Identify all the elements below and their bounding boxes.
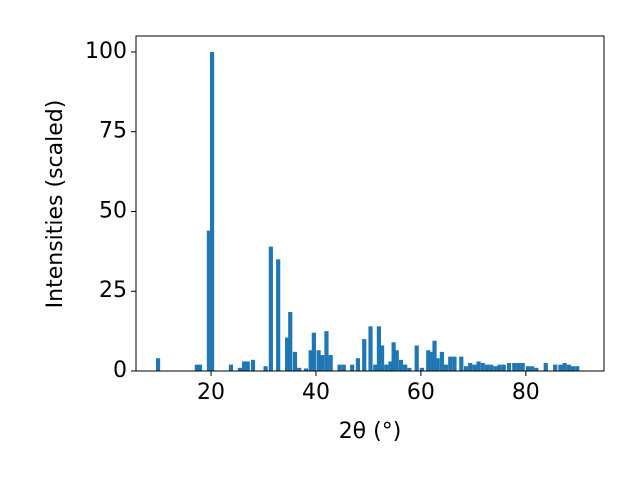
bar <box>407 367 412 371</box>
y-tick-label: 75 <box>99 119 127 144</box>
bar <box>268 246 273 371</box>
bar <box>241 361 247 371</box>
bar <box>250 359 256 371</box>
bar <box>501 364 506 371</box>
bar <box>388 361 393 371</box>
y-tick-label: 25 <box>99 278 127 303</box>
bar <box>512 363 517 371</box>
bar <box>414 345 419 371</box>
y-tick-label: 0 <box>113 358 127 383</box>
bar <box>452 356 457 371</box>
x-axis-label: 2θ (°) <box>339 419 402 444</box>
bar <box>426 350 431 371</box>
bar <box>463 366 469 371</box>
bar <box>194 364 199 371</box>
bar <box>379 345 385 371</box>
bar <box>530 366 535 371</box>
bar <box>209 51 215 371</box>
bar <box>448 356 453 371</box>
bar <box>439 351 444 371</box>
bar <box>432 340 437 371</box>
bar <box>285 337 290 371</box>
bar <box>320 355 325 371</box>
x-tick-label: 80 <box>512 380 540 405</box>
bar <box>575 366 580 371</box>
bar <box>443 364 449 371</box>
bar <box>297 367 302 371</box>
bar <box>206 230 212 371</box>
bar <box>276 259 281 371</box>
bar <box>228 364 234 371</box>
bar <box>534 367 539 371</box>
bar <box>288 311 293 371</box>
bar <box>303 368 309 371</box>
bar <box>480 363 485 371</box>
bar <box>337 364 342 371</box>
bar <box>373 364 378 371</box>
bar <box>506 363 512 371</box>
bar <box>553 364 558 371</box>
y-axis-label: Intensities (scaled) <box>43 100 68 309</box>
bar <box>384 364 389 371</box>
bar <box>476 361 481 371</box>
bar <box>459 356 464 371</box>
bar <box>350 364 355 371</box>
x-tick-label: 40 <box>302 380 330 405</box>
y-tick-label: 100 <box>85 39 127 64</box>
bar <box>341 364 346 371</box>
bar <box>484 364 490 371</box>
bar <box>562 363 567 371</box>
bar <box>516 363 521 371</box>
bar <box>237 367 242 371</box>
bar <box>197 364 203 371</box>
plot-frame <box>135 35 605 372</box>
bar <box>394 350 399 371</box>
bar <box>362 339 367 371</box>
bar <box>468 363 473 371</box>
bar <box>525 366 531 371</box>
bar <box>308 350 313 371</box>
x-tick-label: 60 <box>407 380 435 405</box>
bar <box>489 364 494 371</box>
bar <box>419 367 425 371</box>
bar <box>316 350 321 371</box>
bar <box>311 332 316 371</box>
bar <box>472 364 477 371</box>
bar <box>493 366 498 371</box>
bar <box>398 359 404 371</box>
bar <box>570 366 576 371</box>
bar <box>520 363 525 371</box>
bar <box>245 361 250 371</box>
bar <box>292 351 298 371</box>
bar <box>497 364 502 371</box>
bar <box>435 358 440 371</box>
bar <box>324 331 329 371</box>
x-tick-label: 20 <box>197 380 225 405</box>
bar <box>368 326 373 371</box>
bar <box>558 364 563 371</box>
bar <box>155 358 161 371</box>
y-tick-label: 50 <box>99 198 127 223</box>
bar <box>403 364 408 371</box>
bar <box>263 366 268 371</box>
bar <box>429 351 434 371</box>
bar <box>543 363 548 371</box>
bar <box>391 342 396 371</box>
bar <box>355 358 361 371</box>
bar <box>566 364 571 371</box>
bar <box>376 326 382 371</box>
bar <box>328 355 333 371</box>
